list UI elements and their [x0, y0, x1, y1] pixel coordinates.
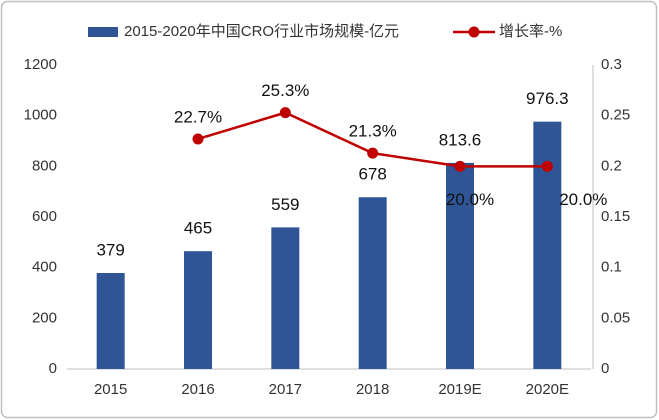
y2-tick-label: 0.3: [601, 56, 622, 73]
y-tick-label: 1200: [24, 56, 57, 73]
bar: [446, 162, 474, 369]
y-tick-label: 1000: [24, 107, 57, 124]
line-marker: [279, 107, 291, 119]
y-tick-label: 400: [32, 259, 57, 276]
x-tick-label: 2015: [94, 381, 127, 398]
legend-swatch: [88, 27, 118, 37]
data-label: 813.6: [439, 130, 482, 149]
legend-label: 增长率-%: [499, 23, 562, 40]
data-label: 20.0%: [559, 190, 607, 209]
x-tick-label: 2019E: [438, 381, 481, 398]
y2-tick-label: 0.15: [601, 208, 630, 225]
data-label: 20.0%: [446, 190, 494, 209]
bar: [271, 227, 300, 369]
x-tick-label: 2020E: [526, 381, 569, 398]
data-label: 21.3%: [349, 122, 397, 141]
data-label: 465: [184, 219, 212, 238]
x-tick-label: 2018: [356, 381, 389, 398]
bar: [96, 272, 125, 369]
legend-swatch: [468, 26, 480, 38]
data-label: 379: [96, 240, 124, 259]
line-marker: [192, 133, 204, 145]
data-label: 678: [358, 165, 386, 184]
line-marker: [367, 147, 379, 159]
y-tick-label: 200: [32, 309, 57, 326]
y2-tick-label: 0: [601, 360, 609, 377]
y2-tick-label: 0.1: [601, 259, 622, 276]
data-label: 559: [271, 195, 299, 214]
y-tick-label: 0: [49, 360, 57, 377]
y2-tick-label: 0.25: [601, 107, 630, 124]
x-tick-label: 2016: [181, 381, 214, 398]
y-tick-label: 600: [32, 208, 57, 225]
y-tick-label: 800: [32, 157, 57, 174]
data-label: 22.7%: [174, 107, 222, 126]
x-tick-label: 2017: [269, 381, 302, 398]
bar: [533, 121, 562, 369]
bar: [358, 197, 387, 369]
data-label: 25.3%: [261, 81, 309, 100]
data-label: 976.3: [526, 89, 569, 108]
legend-label: 2015-2020年中国CRO行业市场规模-亿元: [124, 23, 399, 40]
bar: [184, 251, 212, 369]
y2-tick-label: 0.2: [601, 157, 622, 174]
y2-tick-label: 0.05: [601, 309, 630, 326]
line-marker: [454, 160, 466, 172]
line-marker: [541, 160, 553, 172]
